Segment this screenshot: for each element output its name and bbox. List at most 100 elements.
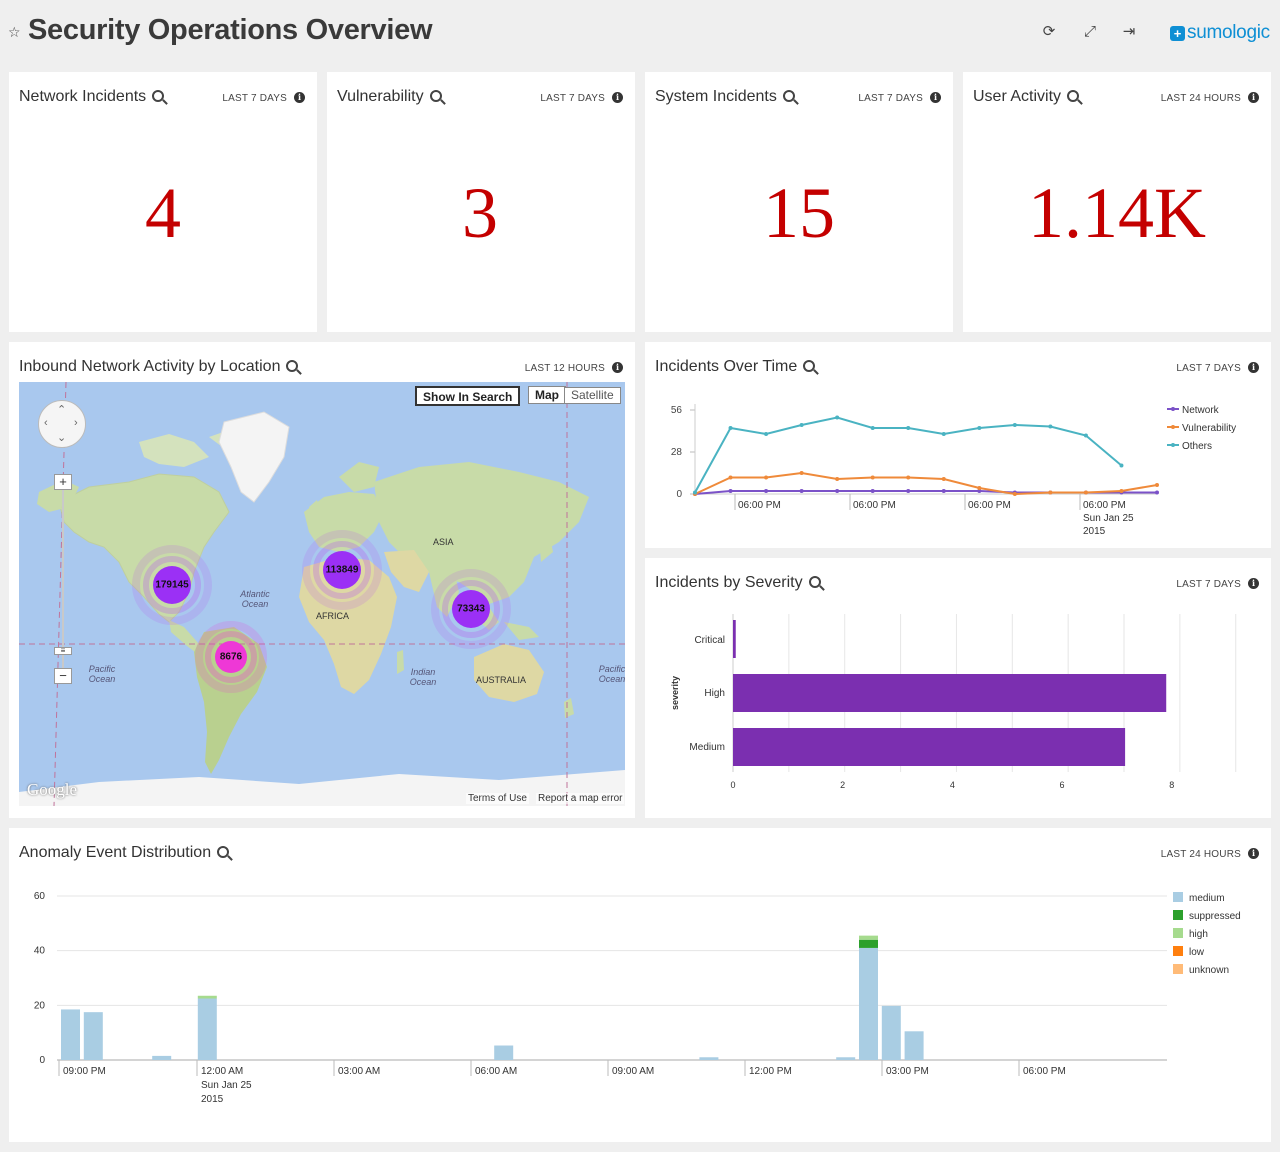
x-tick-label: 06:00 PM <box>738 500 781 511</box>
info-icon[interactable]: i <box>612 362 623 373</box>
incidents-over-time-panel: Incidents Over Time LAST 7 DAYS i 0 28 56 0… <box>645 342 1271 548</box>
bar-segment-medium <box>61 1009 80 1060</box>
asia <box>374 462 589 604</box>
x-tick-label: 06:00 PM <box>853 500 896 511</box>
search-icon[interactable] <box>286 360 299 372</box>
legend-item[interactable]: Vulnerability <box>1167 423 1236 434</box>
info-icon[interactable]: i <box>930 92 941 103</box>
y-tick-label: 0 <box>676 489 682 500</box>
legend-item[interactable]: high <box>1173 928 1208 940</box>
legend-item[interactable]: low <box>1173 946 1204 958</box>
legend-item[interactable]: medium <box>1173 892 1225 904</box>
data-point <box>941 489 946 493</box>
info-icon[interactable]: i <box>612 92 623 103</box>
data-point <box>1048 424 1053 429</box>
info-icon[interactable]: i <box>294 92 305 103</box>
cluster-marker[interactable] <box>153 566 191 604</box>
category-label: Medium <box>689 742 725 753</box>
pan-up-icon[interactable]: ⌃ <box>57 404 67 416</box>
search-icon[interactable] <box>217 846 230 858</box>
time-range: LAST 12 HOURS <box>524 363 605 374</box>
single-value: 15 <box>763 173 835 253</box>
data-point <box>799 489 804 493</box>
report-map-error-link[interactable]: Report a map error <box>536 793 625 804</box>
info-icon[interactable]: i <box>1248 362 1259 373</box>
canada-islands <box>139 430 244 467</box>
scandinavia <box>339 462 379 492</box>
info-icon[interactable]: i <box>1248 92 1259 103</box>
bar-segment-medium <box>699 1057 719 1060</box>
data-point <box>977 426 982 430</box>
time-range: LAST 7 DAYS <box>540 93 605 104</box>
time-range: LAST 24 HOURS <box>1160 93 1241 104</box>
system-incidents-panel: System Incidents LAST 7 DAYS i 15 <box>645 72 953 332</box>
legend-label: medium <box>1189 893 1225 904</box>
bar-segment-medium <box>904 1031 924 1060</box>
vulnerability-panel: Vulnerability LAST 7 DAYS i 3 <box>327 72 635 332</box>
legend-item[interactable]: Others <box>1167 441 1212 452</box>
bar-segment-medium <box>881 1005 901 1060</box>
legend-item[interactable]: Network <box>1167 405 1219 416</box>
legend-item[interactable]: suppressed <box>1173 910 1241 922</box>
pan-control[interactable]: ⌃ ⌄ ‹ › <box>38 400 86 448</box>
data-point <box>977 489 982 493</box>
world-map[interactable]: 179145 113849 73343 8676 Atlantic Ocean … <box>19 382 625 806</box>
data-point <box>941 477 946 481</box>
expand-icon[interactable]: ⤢ <box>1083 23 1096 40</box>
x-tick-label: 4 <box>950 780 955 790</box>
show-in-search-button[interactable]: Show In Search <box>415 386 521 406</box>
search-icon[interactable] <box>808 576 821 588</box>
cluster-marker[interactable] <box>323 551 361 589</box>
data-point <box>764 432 769 436</box>
legend-label: unknown <box>1189 965 1230 976</box>
data-point <box>835 477 840 481</box>
time-range: LAST 7 DAYS <box>1176 363 1241 374</box>
legend-swatch <box>1167 407 1179 411</box>
terms-of-use-link[interactable]: Terms of Use <box>466 793 529 804</box>
search-icon[interactable] <box>782 90 795 102</box>
info-icon[interactable]: i <box>1248 848 1259 859</box>
legend-swatch <box>1173 964 1183 974</box>
map-type-satellite[interactable]: Satellite <box>564 387 621 404</box>
share-icon[interactable]: ⇥ <box>1122 23 1136 40</box>
search-icon[interactable] <box>803 360 816 372</box>
panel-title: Incidents Over Time <box>655 358 798 375</box>
data-point <box>799 423 804 427</box>
user-activity-panel: User Activity LAST 24 HOURS i 1.14K <box>963 72 1271 332</box>
data-point <box>1012 423 1017 427</box>
inbound-network-map-panel: Inbound Network Activity by Location LAS… <box>9 342 635 818</box>
logo-text: sumologic <box>1187 22 1270 43</box>
zoom-slider-handle[interactable]: ≡ <box>54 647 72 655</box>
legend-label: Vulnerability <box>1182 423 1237 434</box>
cluster-marker[interactable] <box>452 590 490 628</box>
pan-right-icon[interactable]: › <box>74 417 78 429</box>
cluster-marker[interactable] <box>215 641 247 673</box>
data-point <box>728 426 733 430</box>
data-point <box>764 489 769 493</box>
legend-item[interactable]: unknown <box>1173 964 1229 976</box>
data-point <box>1048 490 1053 495</box>
zoom-out-button[interactable]: − <box>54 668 72 684</box>
zoom-slider-track[interactable] <box>62 486 64 676</box>
x-tick-label: 06:00 PM <box>1023 1066 1066 1077</box>
x-tick-label: 03:00 PM <box>886 1066 929 1077</box>
middle-east <box>384 550 429 592</box>
panel-title: Incidents by Severity <box>655 574 803 591</box>
search-icon[interactable] <box>1067 90 1080 102</box>
cluster-label: 179145 <box>155 579 189 591</box>
info-icon[interactable]: i <box>1248 578 1259 589</box>
search-icon[interactable] <box>152 90 165 102</box>
map-type-map[interactable]: Map <box>528 386 566 404</box>
bar-segment-medium <box>83 1012 103 1060</box>
star-icon[interactable]: ☆ <box>8 24 21 40</box>
bar-segment-medium <box>859 947 878 1060</box>
data-point <box>906 489 911 493</box>
search-icon[interactable] <box>429 90 442 102</box>
zoom-in-button[interactable]: + <box>54 474 72 490</box>
legend-swatch <box>1167 443 1179 447</box>
pan-left-icon[interactable]: ‹ <box>44 417 48 429</box>
anomaly-event-distribution-panel: Anomaly Event Distribution LAST 24 HOURS… <box>9 828 1271 1142</box>
pan-down-icon[interactable]: ⌄ <box>57 432 67 444</box>
x-tick-sublabel: Sun Jan 25 <box>201 1080 252 1091</box>
refresh-icon[interactable]: ⟳ <box>1042 23 1056 40</box>
